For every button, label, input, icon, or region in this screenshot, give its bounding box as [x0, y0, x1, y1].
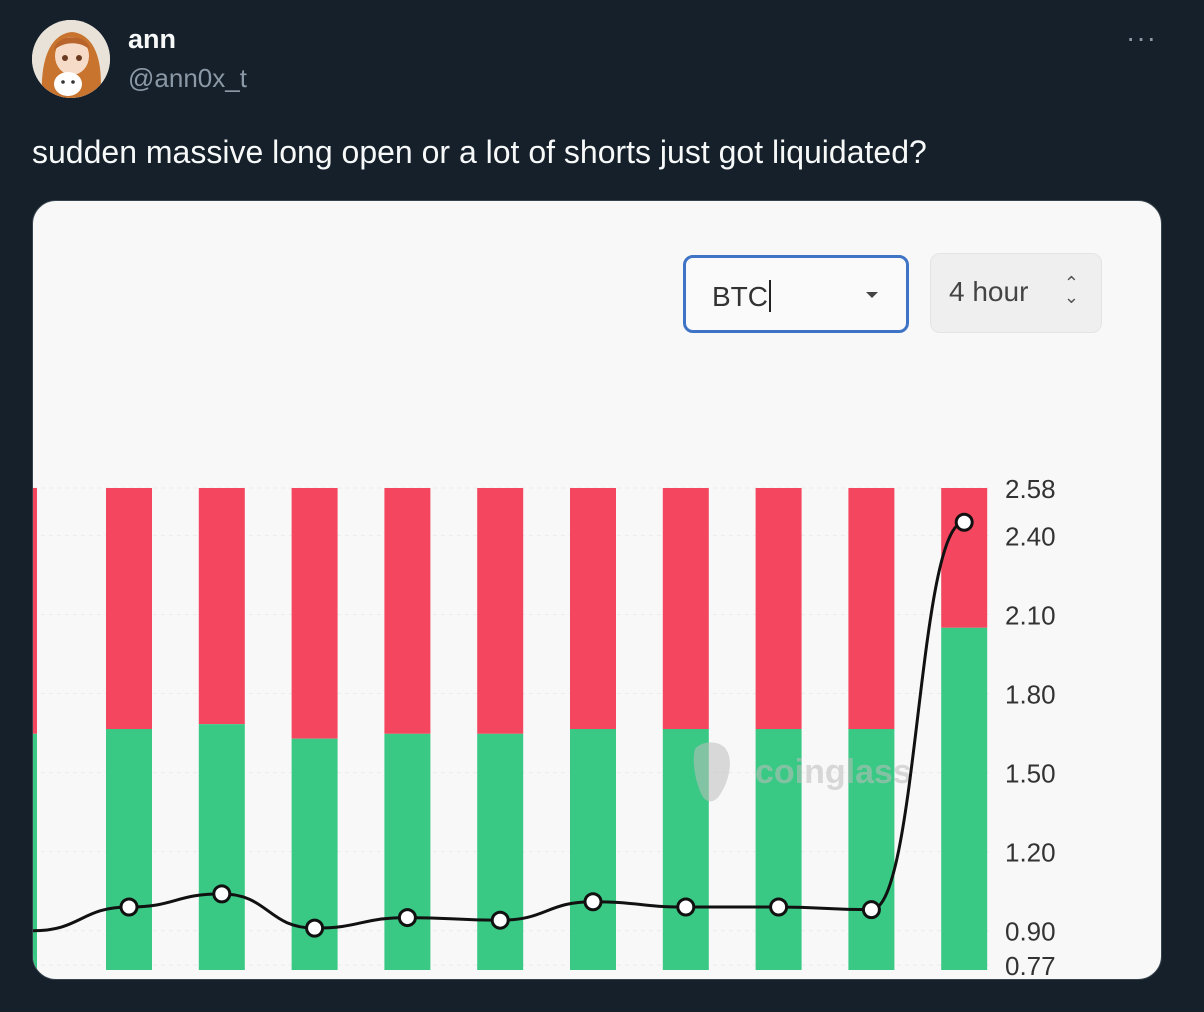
ratio-point — [676, 897, 696, 917]
long-bar — [106, 729, 152, 970]
interval-select-value: 4 hour — [949, 276, 1029, 307]
chart-line — [33, 512, 974, 938]
interval-select[interactable]: 4 hour ⌃ ⌄ — [930, 253, 1102, 333]
long-bar — [570, 729, 616, 970]
ratio-point — [490, 910, 510, 930]
coin-select-value: BTC — [712, 280, 771, 313]
ratio-point — [119, 897, 139, 917]
tweet-text: sudden massive long open or a lot of sho… — [32, 134, 927, 170]
long-bar — [33, 733, 37, 970]
long-bar — [848, 729, 895, 970]
short-bar — [477, 488, 524, 734]
author-name[interactable]: ann — [128, 24, 177, 54]
y-tick-label: 1.80 — [1005, 680, 1056, 710]
ratio-point — [397, 908, 417, 928]
up-down-chevron-icon: ⌃ ⌄ — [1063, 273, 1079, 307]
dropdown-arrow-icon — [866, 292, 878, 298]
text-cursor — [769, 280, 771, 312]
y-tick-label: 1.50 — [1005, 759, 1056, 789]
long-bar — [755, 729, 802, 970]
coin-select[interactable]: BTC — [683, 255, 909, 333]
short-bar — [106, 488, 152, 729]
chart-bars — [33, 488, 988, 970]
y-tick-label: 2.40 — [1005, 521, 1056, 551]
long-bar — [477, 733, 524, 970]
short-bar — [198, 488, 245, 725]
more-options-icon[interactable]: ··· — [1126, 22, 1157, 53]
ratio-point — [861, 900, 881, 920]
avatar[interactable] — [32, 20, 110, 98]
short-bar — [570, 488, 616, 729]
short-bar — [662, 488, 709, 729]
short-bar — [755, 488, 802, 729]
y-tick-label: 2.10 — [1005, 600, 1056, 630]
long-bar — [198, 724, 245, 970]
ratio-point — [769, 897, 789, 917]
y-tick-label: 1.20 — [1005, 838, 1056, 868]
author-handle[interactable]: @ann0x_t — [128, 63, 247, 93]
long-bar — [384, 733, 431, 970]
ratio-point — [305, 918, 325, 938]
long-bar — [941, 627, 988, 970]
y-tick-label: 2.58 — [1005, 474, 1056, 504]
y-axis-ticks: 2.58 2.40 2.10 1.80 1.50 1.20 0.90 0.77 — [1005, 474, 1056, 980]
ratio-point — [212, 884, 232, 904]
y-tick-label: 0.90 — [1005, 917, 1056, 947]
ratio-point — [954, 512, 974, 532]
avatar-illustration — [32, 20, 110, 98]
y-tick-label: 0.77 — [1005, 951, 1056, 980]
coinglass-watermark: coinglass — [693, 742, 912, 802]
watermark-text: coinglass — [755, 753, 912, 791]
short-bar — [33, 488, 37, 734]
short-bar — [291, 488, 338, 739]
short-bar — [384, 488, 431, 734]
tweet-media-image[interactable]: BTC 4 hour ⌃ ⌄ coinglass 2.58 2.40 2.10 1.80… — [32, 200, 1162, 980]
short-bar — [941, 488, 988, 628]
ratio-point — [583, 892, 603, 912]
short-bar — [848, 488, 895, 729]
long-short-ratio-chart: coinglass 2.58 2.40 2.10 1.80 1.50 1.20 0.90 0.… — [33, 474, 1056, 980]
